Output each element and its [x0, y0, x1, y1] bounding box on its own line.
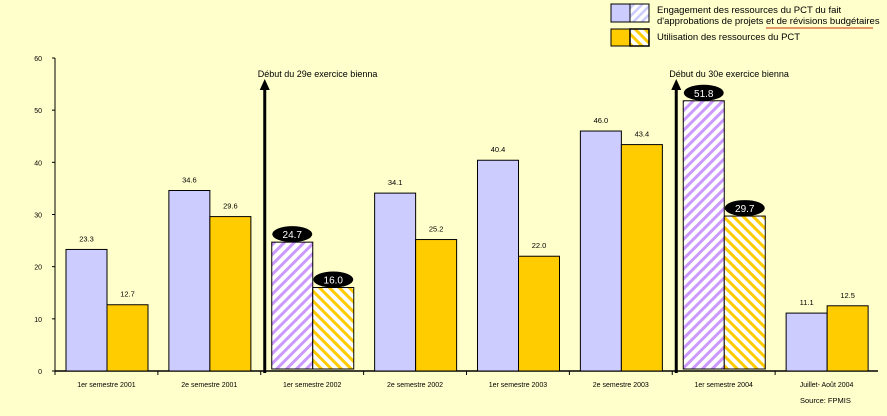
bar-engagement [785, 312, 828, 372]
value-label: 25.2 [429, 225, 444, 234]
value-label: 34.1 [388, 178, 403, 187]
value-label: 22.0 [532, 241, 547, 250]
y-tick-label: 40 [34, 160, 42, 167]
bar-utilisation [620, 144, 663, 372]
value-label-bubble [724, 200, 765, 217]
y-tick-label: 50 [34, 108, 42, 115]
value-label: 51.8 [694, 89, 714, 100]
y-tick-label: 60 [34, 56, 42, 63]
y-tick-label: 20 [34, 265, 42, 272]
bar-engagement [271, 241, 314, 370]
y-tick-label: 0 [38, 369, 42, 376]
bar-utilisation [518, 255, 560, 372]
x-tick-label: 1er semestre 2004 [695, 382, 753, 389]
source-note: Source: FPMIS [800, 396, 851, 405]
biennium-start-label: Début du 30e exercice bienna [669, 69, 789, 79]
bar-utilisation [826, 305, 869, 372]
value-label: 23.3 [79, 234, 94, 243]
value-label: 29.7 [735, 204, 755, 215]
x-tick-label: Juillet- Août 2004 [800, 382, 854, 389]
bar-utilisation [312, 287, 355, 370]
bar-utilisation [106, 304, 149, 372]
bar-utilisation [723, 215, 766, 370]
bar-engagement [477, 159, 519, 372]
y-tick-label: 30 [34, 213, 42, 220]
value-label-bubble [313, 271, 354, 288]
bar-engagement [168, 190, 211, 372]
value-label: 12.7 [120, 290, 135, 299]
value-label: 29.6 [223, 202, 238, 211]
value-label: 11.1 [800, 298, 814, 307]
value-label: 46.0 [594, 116, 609, 125]
bar-utilisation [415, 239, 458, 372]
x-tick-label: 2e semestre 2001 [181, 382, 237, 389]
arrow-head-icon [259, 79, 270, 90]
value-label-bubble [272, 226, 313, 243]
legend-swatch-utilisation [610, 28, 631, 47]
legend-label-utilisation: Utilisation des ressources du PCT [657, 32, 800, 43]
legend-label-engagement-1: Engagement des ressources du PCT du fait [657, 5, 841, 16]
bar-engagement [682, 100, 725, 370]
value-label-bubble [683, 84, 724, 101]
legend-swatch-engagement [610, 3, 631, 23]
x-tick-label: 1er semestre 2003 [489, 382, 547, 389]
x-tick-label: 2e semestre 2002 [387, 382, 443, 389]
legend-swatch-utilisation-hatched [629, 28, 650, 47]
value-label: 40.4 [491, 145, 506, 154]
y-tick-label: 10 [34, 317, 42, 324]
legend-label-engagement-2: d'approbations de projets et de révision… [657, 16, 880, 27]
arrow-head-icon [671, 79, 682, 90]
bar-engagement [579, 130, 622, 372]
legend-swatch-engagement-hatched [629, 3, 650, 23]
value-label: 43.4 [635, 130, 650, 139]
bar-engagement [65, 248, 108, 372]
x-tick-label: 1er semestre 2002 [283, 382, 341, 389]
value-label: 12.5 [840, 291, 855, 300]
biennium-start-label: Début du 29e exercice bienna [258, 69, 378, 79]
x-tick-label: 1er semestre 2001 [77, 382, 135, 389]
bar-utilisation [209, 216, 252, 372]
x-tick-label: 2e semestre 2003 [593, 382, 649, 389]
bar-engagement [374, 192, 417, 372]
value-label: 16.0 [324, 276, 344, 287]
value-label: 24.7 [283, 230, 303, 241]
value-label: 34.6 [182, 176, 197, 185]
legend: Engagement des ressources du PCT du fait… [610, 3, 880, 47]
